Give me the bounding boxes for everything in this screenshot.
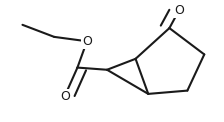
Text: O: O (60, 90, 70, 103)
Text: O: O (82, 35, 92, 48)
Text: O: O (174, 4, 184, 17)
